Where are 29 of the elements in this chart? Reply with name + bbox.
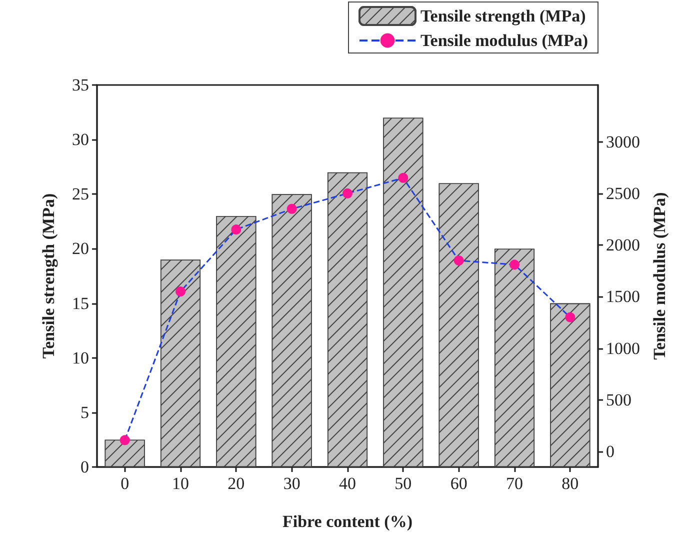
y2-tick-label: 2500 (606, 184, 640, 203)
x-tick-label: 30 (283, 474, 300, 493)
x-axis-title: Fibre content (%) (282, 512, 412, 531)
x-tick-label: 0 (120, 474, 130, 493)
y-tick-label: 5 (80, 402, 89, 422)
y2-tick-label: 1500 (606, 287, 640, 306)
y-tick-label: 25 (72, 184, 89, 204)
y2-tick-label: 3000 (606, 132, 640, 152)
x-tick-label: 40 (339, 474, 356, 493)
y-axis-title: Tensile strength (MPa) (39, 193, 58, 359)
y-tick-label: 35 (72, 76, 89, 94)
legend-label: Tensile strength (MPa) (420, 6, 586, 26)
x-tick-label: 50 (394, 474, 412, 493)
x-tick-label: 10 (172, 474, 189, 493)
x-tick-label: 20 (228, 474, 245, 493)
y2-axis-title: Tensile modulus (MPa) (650, 192, 669, 360)
y2-tick-label: 1000 (606, 338, 640, 358)
y-tick-label: 20 (72, 239, 89, 258)
y2-tick-label: 500 (606, 390, 632, 410)
legend-label: Tensile modulus (MPa) (420, 31, 588, 50)
y-tick-label: 15 (72, 294, 89, 313)
x-tick-label: 60 (450, 474, 468, 493)
x-tick-label: 80 (562, 474, 579, 493)
y-tick-label: 0 (80, 458, 89, 476)
y2-tick-label: 2000 (606, 236, 640, 255)
y-tick-label: 10 (72, 348, 89, 368)
y2-tick-label: 0 (606, 442, 614, 462)
x-tick-label: 70 (506, 474, 523, 493)
y-tick-label: 30 (72, 130, 89, 150)
